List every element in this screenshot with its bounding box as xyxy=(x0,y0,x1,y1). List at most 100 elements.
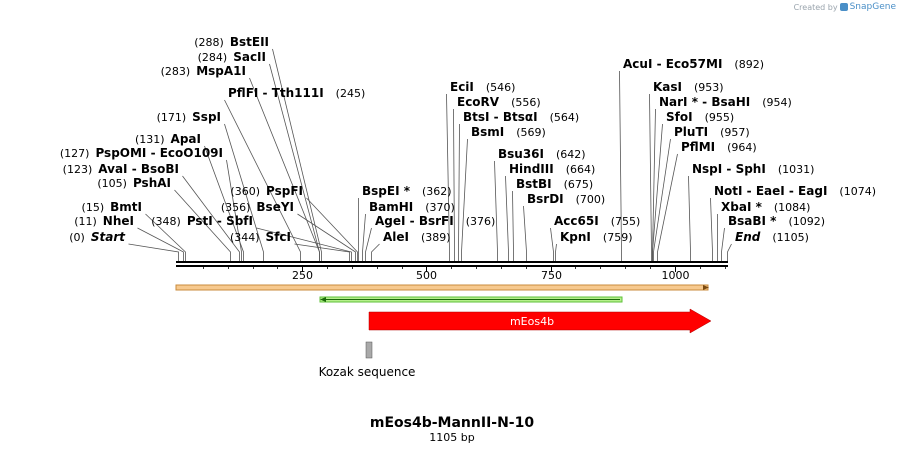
site-xbai[interactable]: XbaI * (1084) xyxy=(721,200,810,214)
site-connector xyxy=(226,159,242,261)
site-position: (1074) xyxy=(839,185,876,198)
site-connector xyxy=(446,93,450,261)
site-connector xyxy=(619,70,622,261)
site-end[interactable]: End (1105) xyxy=(735,230,809,244)
site-ecorv[interactable]: EcoRV (556) xyxy=(457,95,541,109)
site-btsi-bts-i[interactable]: BtsI - BtsαI (564) xyxy=(463,110,579,124)
site-connector xyxy=(128,243,179,261)
site-connector xyxy=(224,123,264,261)
site-name: PstI - SbfI xyxy=(187,214,253,228)
site-position: (642) xyxy=(556,148,586,161)
site-name: PflMI xyxy=(681,140,715,154)
site-bseyi[interactable]: BseYI (356) xyxy=(221,200,294,214)
site-name: EcoRV xyxy=(457,95,500,109)
site-nspi-sphi[interactable]: NspI - SphI (1031) xyxy=(692,162,814,176)
site-name: End xyxy=(735,230,761,244)
site-ecii[interactable]: EciI (546) xyxy=(450,80,515,94)
site-name: Acc65I xyxy=(554,214,599,228)
site-bspei[interactable]: BspEI * (362) xyxy=(362,184,452,198)
ruler-tick-label: 750 xyxy=(541,269,562,282)
site-name: PspFI xyxy=(266,184,303,198)
site-name: SspI xyxy=(192,110,221,124)
site-kasi[interactable]: KasI (953) xyxy=(653,80,724,94)
site-bsrdi[interactable]: BsrDI (700) xyxy=(527,192,605,206)
kozak-feature[interactable]: Kozak sequence xyxy=(319,341,416,379)
site-pluti[interactable]: PluTI (957) xyxy=(674,125,750,139)
site-mspa1i[interactable]: MspA1I (283) xyxy=(161,64,246,78)
site-acui-eco57mi[interactable]: AcuI - Eco57MI (892) xyxy=(623,57,764,71)
site-name: MspA1I xyxy=(196,64,246,78)
site-position: (759) xyxy=(603,231,633,244)
site-bamhi[interactable]: BamHI (370) xyxy=(369,200,455,214)
site-name: BsaBI * xyxy=(728,214,777,228)
site-pshai[interactable]: PshAI (105) xyxy=(97,176,171,190)
site-position: (356) xyxy=(221,201,251,214)
site-kpni[interactable]: KpnI (759) xyxy=(560,230,633,244)
site-avai-bsobi[interactable]: AvaI - BsoBI (123) xyxy=(63,162,179,176)
site-position: (15) xyxy=(82,201,105,214)
site-name: NarI * - BsaHI xyxy=(659,95,750,109)
snapgene-credit: Created by SnapGene xyxy=(794,2,896,12)
site-name: Start xyxy=(91,230,126,244)
ruler-tick-label: 500 xyxy=(416,269,437,282)
meos4b-feature[interactable]: mEos4b xyxy=(368,308,712,334)
site-nari-bsahi[interactable]: NarI * - BsaHI (954) xyxy=(659,95,792,109)
site-connector xyxy=(294,243,350,261)
site-apai[interactable]: ApaI (131) xyxy=(135,132,201,146)
site-connector xyxy=(649,93,652,261)
site-agei-bsrfi[interactable]: AgeI - BsrFI (376) xyxy=(375,214,495,228)
site-position: (546) xyxy=(486,81,516,94)
site-connector xyxy=(555,243,557,261)
site-connector xyxy=(224,99,301,261)
site-psti-sbfi[interactable]: PstI - SbfI (348) xyxy=(151,214,253,228)
site-connector xyxy=(653,138,671,261)
site-position: (389) xyxy=(421,231,451,244)
orange-feature[interactable] xyxy=(175,284,709,291)
site-sfoi[interactable]: SfoI (955) xyxy=(666,110,734,124)
site-name: EciI xyxy=(450,80,474,94)
site-pflmi[interactable]: PflMI (964) xyxy=(681,140,757,154)
site-name: BstEII xyxy=(230,35,269,49)
site-position: (964) xyxy=(727,141,757,154)
site-bsteii[interactable]: BstEII (288) xyxy=(194,35,269,49)
site-position: (569) xyxy=(516,126,546,139)
site-sfci[interactable]: SfcI (344) xyxy=(230,230,291,244)
site-bsu36i[interactable]: Bsu36I (642) xyxy=(498,147,586,161)
feature-track: mEos4b Kozak sequence xyxy=(175,284,712,379)
meos4b-label: mEos4b xyxy=(510,315,554,328)
site-connector xyxy=(256,227,352,261)
site-sspi[interactable]: SspI (171) xyxy=(157,110,221,124)
site-position: (700) xyxy=(576,193,606,206)
site-position: (1092) xyxy=(788,215,825,228)
site-position: (123) xyxy=(63,163,93,176)
green-feature[interactable] xyxy=(319,296,623,303)
site-position: (675) xyxy=(564,178,594,191)
site-pflfi-tth111i[interactable]: PflFI - Tth111I (245) xyxy=(228,86,365,100)
site-name: BseYI xyxy=(256,200,294,214)
site-name: AleI xyxy=(383,230,409,244)
site-position: (1084) xyxy=(774,201,811,214)
ruler-ticks: 250 500 750 1000 xyxy=(203,267,726,282)
site-alei[interactable]: AleI (389) xyxy=(383,230,451,244)
site-start[interactable]: Start (0) xyxy=(69,230,126,244)
site-pspfi[interactable]: PspFI (360) xyxy=(230,184,303,198)
site-bsabi[interactable]: BsaBI * (1092) xyxy=(728,214,825,228)
site-bmti[interactable]: BmtI (15) xyxy=(82,200,142,214)
site-sacii[interactable]: SacII (284) xyxy=(198,50,266,64)
site-bstbi[interactable]: BstBI (675) xyxy=(516,177,593,191)
site-name: SfoI xyxy=(666,110,693,124)
site-nhei[interactable]: NheI (11) xyxy=(74,214,134,228)
site-hindiii[interactable]: HindIII (664) xyxy=(509,162,595,176)
site-pspomi-ecoo109i[interactable]: PspOMI - EcoO109I (127) xyxy=(60,146,223,160)
site-name: Bsu36I xyxy=(498,147,544,161)
site-labels: Start (0) NheI (11) BmtI (15) PshAI (105)AvaI -… xyxy=(60,35,876,244)
site-connector xyxy=(145,213,186,261)
site-bsmi[interactable]: BsmI (569) xyxy=(471,125,546,139)
site-noti-eaei-eagi[interactable]: NotI - EaeI - EagI (1074) xyxy=(714,184,876,198)
site-name: ApaI xyxy=(171,132,201,146)
site-connector xyxy=(453,108,455,261)
site-connector xyxy=(371,243,380,261)
site-name: BsrDI xyxy=(527,192,564,206)
site-acc65i[interactable]: Acc65I (755) xyxy=(554,214,640,228)
site-position: (284) xyxy=(198,51,228,64)
